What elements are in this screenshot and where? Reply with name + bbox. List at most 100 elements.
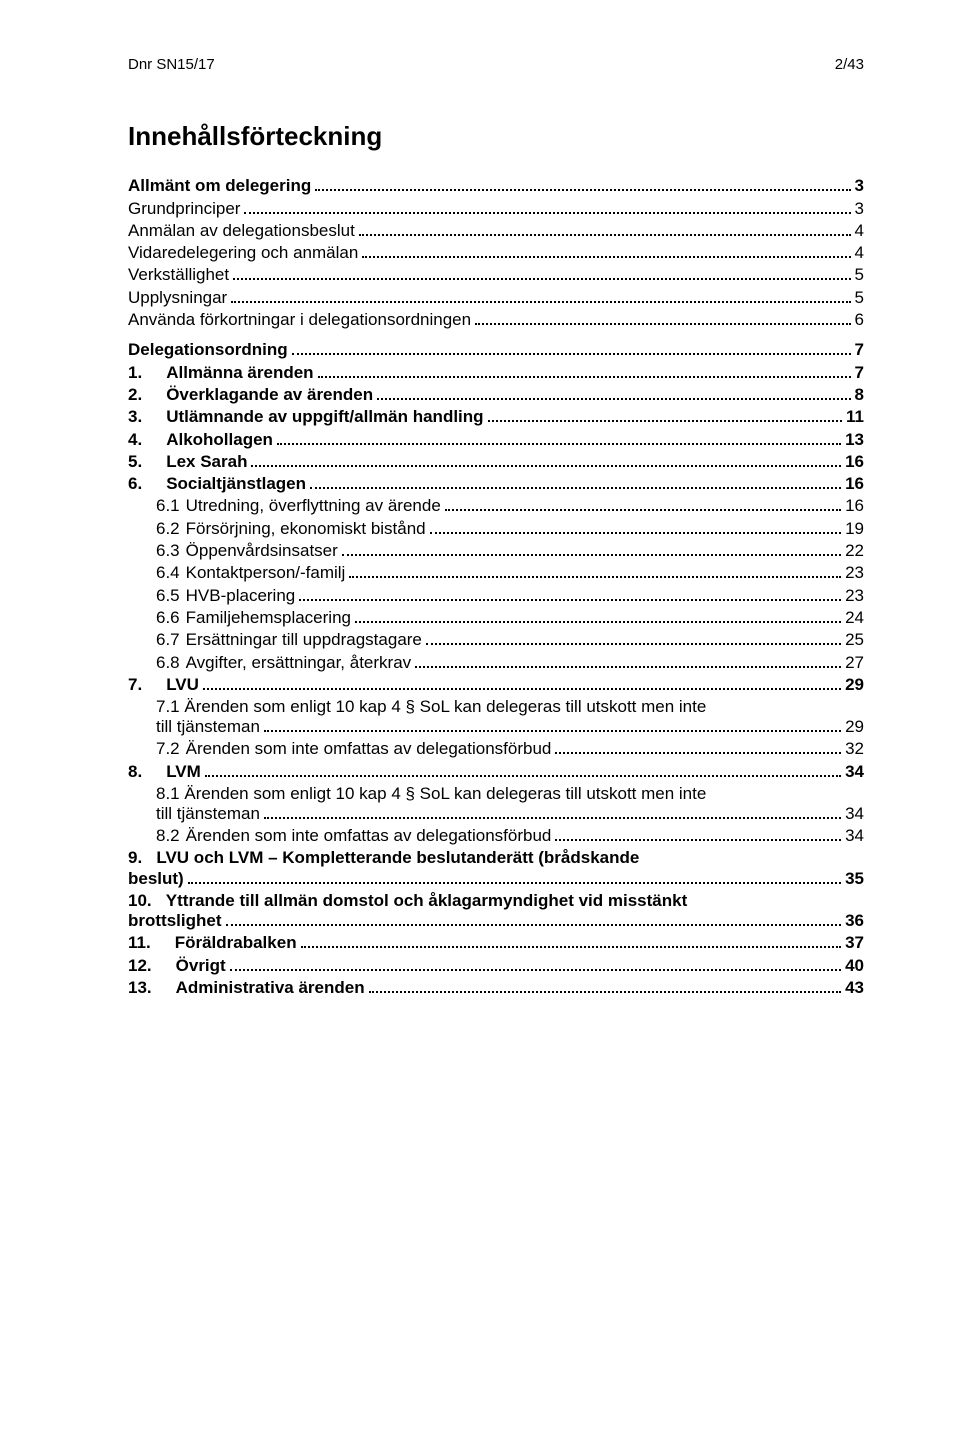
toc-entry-page: 16 [845, 496, 864, 516]
toc-leader [349, 563, 841, 578]
toc-entry-text: Upplysningar [128, 288, 227, 308]
toc-entry-text: Allmänna ärenden [166, 363, 313, 383]
toc-entry-page: 3 [855, 199, 864, 219]
toc-entry-page: 23 [845, 563, 864, 583]
toc-entry-page: 29 [845, 675, 864, 695]
toc-entry-text: Administrativa ärenden [176, 978, 365, 998]
toc-leader [377, 385, 850, 400]
page: Dnr SN15/17 2/43 Innehållsförteckning Al… [0, 0, 960, 1456]
toc-entry-number: 1. [128, 363, 142, 383]
toc-leader [415, 652, 841, 667]
toc-entry-text: Utredning, överflyttning av ärende [186, 496, 441, 516]
toc-entry-page: 24 [845, 608, 864, 628]
toc-leader [203, 675, 841, 690]
toc-entry-number: 7.2 [156, 739, 180, 759]
toc-entry-number: 8.2 [156, 826, 180, 846]
toc-entry-page: 16 [845, 452, 864, 472]
toc-leader [233, 265, 850, 280]
toc-entry-lvl2: 6.1 Utredning, överflyttning av ärende 16 [128, 496, 864, 516]
toc-entry-number: 6.8 [156, 653, 180, 673]
toc-entry-page: 4 [855, 243, 864, 263]
toc-entry-text: Ärenden som inte omfattas av delegations… [186, 826, 552, 846]
toc-entry-page: 5 [855, 288, 864, 308]
toc-entry-number: 13. [128, 978, 152, 998]
toc-entry-text-line1: 9. LVU och LVM – Kompletterande beslutan… [128, 848, 864, 868]
toc-leader [264, 804, 841, 819]
toc-leader [475, 310, 850, 325]
toc-entry-lvl1: 10. Yttrande till allmän domstol och åkl… [128, 891, 864, 931]
toc-entry-text: Grundprinciper [128, 199, 240, 219]
toc-entry-number: 6.5 [156, 586, 180, 606]
toc-entry-lvl2: 6.7 Ersättningar till uppdragstagare 25 [128, 630, 864, 650]
toc-entry-lvl1: 9. LVU och LVM – Kompletterande beslutan… [128, 848, 864, 888]
toc-body: Allmänt om delegering3Grundprinciper3Anm… [128, 176, 864, 998]
toc-entry-lvl2: 6.2Försörjning, ekonomiskt bistånd19 [128, 518, 864, 538]
toc-entry-number: 6.3 [156, 541, 180, 561]
toc-entry-page: 27 [845, 653, 864, 673]
toc-entry-lvl2: 6.8Avgifter, ersättningar, återkrav27 [128, 652, 864, 672]
toc-entry-text: Familjehemsplacering [186, 608, 351, 628]
toc-entry-page: 34 [845, 804, 864, 824]
toc-entry-lvl1: Upplysningar 5 [128, 287, 864, 307]
toc-entry-lvl2: 6.6 Familjehemsplacering 24 [128, 608, 864, 628]
toc-entry-number: 6. [128, 474, 142, 494]
toc-entry-lvl1: 8.LVM34 [128, 761, 864, 781]
toc-leader [205, 761, 841, 776]
toc-entry-lvl1: Använda förkortningar i delegationsordni… [128, 310, 864, 330]
toc-leader [251, 452, 841, 467]
toc-entry-text-line2: till tjänsteman [156, 717, 260, 737]
toc-entry-page: 22 [845, 541, 864, 561]
toc-entry-number: 6.7 [156, 630, 180, 650]
toc-entry-page: 25 [845, 630, 864, 650]
toc-entry-lvl1: 4. Alkohollagen 13 [128, 429, 864, 449]
toc-entry-page: 8 [855, 385, 864, 405]
toc-entry-page: 7 [855, 340, 864, 360]
toc-entry-text: Delegationsordning [128, 340, 288, 360]
toc-entry-number: 6.2 [156, 519, 180, 539]
toc-entry-text: Utlämnande av uppgift/allmän handling [166, 407, 483, 427]
toc-leader [315, 176, 850, 191]
toc-entry-lvl1: Vidaredelegering och anmälan 4 [128, 243, 864, 263]
toc-entry-lvl1: 11.Föräldrabalken37 [128, 933, 864, 953]
toc-leader [555, 826, 841, 841]
toc-entry-number: 6.4 [156, 563, 180, 583]
toc-entry-number: 8. [128, 762, 142, 782]
toc-entry-text: Vidaredelegering och anmälan [128, 243, 358, 263]
toc-entry-text: Ersättningar till uppdragstagare [186, 630, 422, 650]
toc-leader [342, 541, 841, 556]
toc-leader [445, 496, 841, 511]
toc-entry-number: 4. [128, 430, 142, 450]
toc-entry-lvl2: 8.1 Ärenden som enligt 10 kap 4 § SoL ka… [128, 784, 864, 824]
page-number: 2/43 [835, 56, 864, 73]
toc-entry-lvl2: 8.2 Ärenden som inte omfattas av delegati… [128, 826, 864, 846]
toc-entry-text-line1: 10. Yttrande till allmän domstol och åkl… [128, 891, 864, 911]
toc-entry-text: Verkställighet [128, 265, 229, 285]
toc-leader [244, 198, 850, 213]
toc-entry-text: Socialtjänstlagen [166, 474, 306, 494]
toc-leader [264, 717, 841, 732]
toc-entry-page: 13 [845, 430, 864, 450]
toc-entry-number: 6.6 [156, 608, 180, 628]
toc-leader [362, 243, 850, 258]
toc-entry-text: Överklagande av ärenden [166, 385, 373, 405]
toc-entry-lvl2: 6.4Kontaktperson/-familj23 [128, 563, 864, 583]
toc-entry-text: Övrigt [176, 956, 226, 976]
toc-section-heading: Delegationsordning 7 [128, 340, 864, 360]
toc-entry-number: 6.1 [156, 496, 180, 516]
toc-entry-text-line2: beslut) [128, 869, 184, 889]
toc-entry-number: 7. [128, 675, 142, 695]
toc-entry-text-line2: till tjänsteman [156, 804, 260, 824]
toc-entry-text-line2: brottslighet [128, 911, 222, 931]
toc-entry-text: Föräldrabalken [175, 933, 297, 953]
toc-leader [430, 518, 841, 533]
toc-entry-number: 12. [128, 956, 152, 976]
toc-entry-text: Alkohollagen [166, 430, 273, 450]
toc-entry-page: 7 [855, 363, 864, 383]
toc-leader [299, 585, 841, 600]
toc-entry-lvl1: 5.Lex Sarah16 [128, 452, 864, 472]
toc-entry-page: 29 [845, 717, 864, 737]
toc-entry-page: 34 [845, 826, 864, 846]
toc-entry-lvl2: 6.3Öppenvårdsinsatser22 [128, 541, 864, 561]
toc-leader [310, 474, 841, 489]
toc-leader [555, 739, 841, 754]
